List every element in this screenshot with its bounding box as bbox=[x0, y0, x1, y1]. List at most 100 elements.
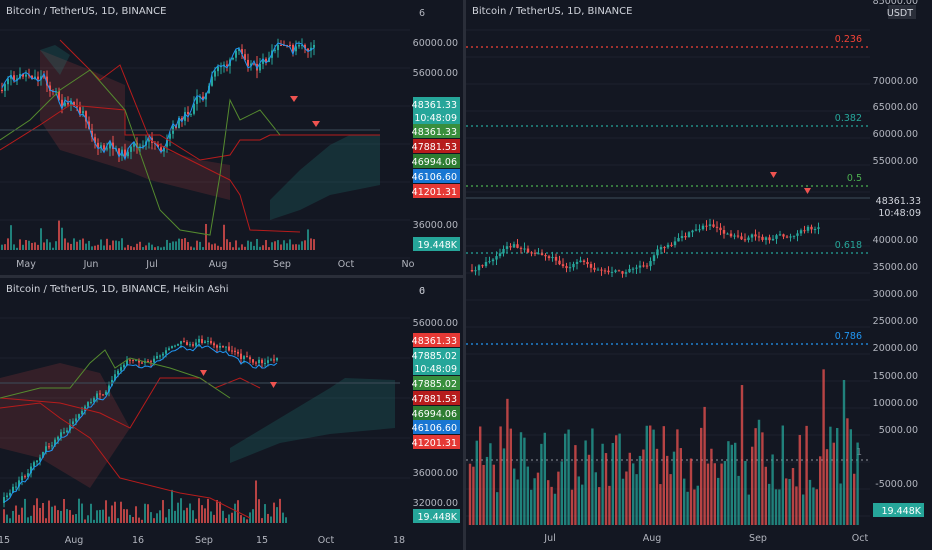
time-axis-tick: 15 bbox=[256, 535, 268, 546]
chart-canvas-top-left[interactable]: 6 60000.00 56000.00 36000.00 48361.33 10:48:0… bbox=[0, 0, 463, 275]
candle-body bbox=[16, 78, 18, 81]
candle-body bbox=[768, 237, 771, 241]
volume-bar bbox=[147, 504, 149, 523]
volume-bar bbox=[51, 506, 53, 523]
volume-bar bbox=[730, 444, 733, 525]
candle-body bbox=[558, 260, 561, 265]
candle-body bbox=[649, 261, 652, 267]
chart-pane-bottom-left[interactable]: 6 0 56000.00 36000.00 32000.00 48361.33 47885.… bbox=[0, 278, 463, 550]
candle-body bbox=[132, 359, 134, 361]
chart-pane-right[interactable]: 0.23676400.000.38261800.000.550000.000.6… bbox=[466, 0, 932, 550]
volume-bar bbox=[43, 242, 45, 250]
volume-bar bbox=[82, 238, 84, 250]
candle-body bbox=[205, 93, 207, 100]
volume-bar bbox=[267, 513, 269, 523]
candle-body bbox=[817, 227, 820, 229]
volume-bar bbox=[822, 369, 825, 525]
volume-bar bbox=[744, 460, 747, 525]
candle-body bbox=[190, 113, 192, 115]
volume-bar bbox=[60, 510, 62, 523]
volume-bar bbox=[516, 479, 519, 525]
candle-body bbox=[222, 346, 224, 348]
volume-bar bbox=[734, 442, 737, 525]
ha-close-badge-bg bbox=[413, 348, 460, 362]
chart-pane-top-left[interactable]: 6 60000.00 56000.00 36000.00 48361.33 10:48:0… bbox=[0, 0, 463, 275]
volume-bar bbox=[190, 246, 192, 250]
tenkan-value-badge-bg bbox=[413, 154, 460, 168]
volume-bar bbox=[482, 464, 485, 525]
volume-bar bbox=[186, 507, 188, 523]
candle-body bbox=[31, 75, 33, 80]
candle-body bbox=[235, 50, 237, 58]
volume-bar bbox=[536, 472, 540, 525]
candle-body bbox=[45, 446, 47, 452]
price-axis-tick: 60000.00 bbox=[413, 38, 458, 49]
chart-canvas-right[interactable]: 0.23676400.000.38261800.000.550000.000.6… bbox=[466, 0, 932, 550]
candle-body bbox=[129, 359, 131, 361]
volume-bar bbox=[24, 498, 26, 523]
candle-body bbox=[249, 357, 251, 360]
candle-body bbox=[789, 236, 792, 238]
volume-bar bbox=[210, 511, 212, 523]
candle-body bbox=[216, 345, 218, 348]
volume-bar bbox=[19, 239, 21, 250]
volume-bar bbox=[700, 427, 703, 525]
pane-title: Bitcoin / TetherUS, 1D, BINANCE, Heikin … bbox=[6, 284, 229, 295]
senkou-value-badge: 41201.31 bbox=[412, 438, 457, 449]
volume-bar bbox=[519, 432, 523, 525]
candle-body bbox=[799, 230, 803, 234]
volume-bar bbox=[145, 245, 147, 250]
candle-body bbox=[196, 96, 198, 104]
candle-body bbox=[246, 356, 248, 358]
volume-bar bbox=[475, 440, 478, 525]
candle-body bbox=[477, 265, 481, 271]
volume-bar bbox=[7, 238, 9, 250]
candle-body bbox=[123, 364, 125, 368]
ichimoku-cloud-red bbox=[0, 363, 130, 488]
candle-body bbox=[264, 362, 266, 364]
volume-bar bbox=[130, 246, 132, 250]
candle-body bbox=[547, 256, 551, 259]
ma-value-badge: 48361.33 bbox=[412, 127, 457, 138]
candle-body bbox=[498, 253, 502, 257]
volume-bar bbox=[655, 448, 659, 525]
candle-body bbox=[162, 353, 164, 356]
volume-bar bbox=[150, 512, 152, 523]
volume-bar bbox=[499, 426, 502, 525]
volume-bar bbox=[250, 241, 252, 250]
volume-bar bbox=[61, 227, 63, 250]
volume-bar bbox=[180, 498, 182, 523]
ichimoku-cloud-green-early bbox=[40, 45, 70, 75]
candle-body bbox=[33, 462, 35, 467]
pane-separator-horizontal[interactable] bbox=[0, 275, 463, 278]
volume-bar bbox=[42, 502, 44, 523]
volume-bar bbox=[172, 241, 174, 250]
volume-bar bbox=[106, 238, 108, 250]
time-axis-tick: Oct bbox=[318, 535, 335, 546]
fib-ratio-label: 0.236 bbox=[835, 34, 862, 45]
volume-bar bbox=[123, 509, 125, 523]
candle-body bbox=[174, 345, 176, 347]
countdown-badge: 10:48:09 bbox=[414, 113, 457, 124]
volume-bar bbox=[672, 451, 676, 525]
candle-body bbox=[537, 253, 540, 255]
pane-separator-vertical[interactable] bbox=[463, 0, 466, 550]
candle-body bbox=[187, 111, 189, 114]
candle-body bbox=[544, 255, 547, 257]
volume-bar bbox=[151, 244, 153, 250]
candle-body bbox=[42, 451, 44, 458]
candle-body bbox=[593, 267, 596, 270]
candle-body bbox=[10, 75, 12, 79]
candle-body bbox=[495, 256, 498, 260]
signal-marker bbox=[770, 172, 777, 178]
volume-bar bbox=[45, 518, 47, 523]
volume-bar bbox=[570, 489, 574, 525]
chart-canvas-bottom-left[interactable]: 60 56000.00 36000.00 32000.00 48361.33 47885.… bbox=[0, 278, 463, 550]
volume-bar bbox=[219, 501, 221, 523]
price-axis-tick: 40000.00 bbox=[873, 235, 918, 246]
volume-bar bbox=[638, 455, 642, 525]
volume-bar bbox=[819, 456, 822, 525]
candle-body bbox=[159, 355, 161, 357]
volume-bar bbox=[166, 239, 168, 250]
candle-body bbox=[117, 370, 119, 375]
